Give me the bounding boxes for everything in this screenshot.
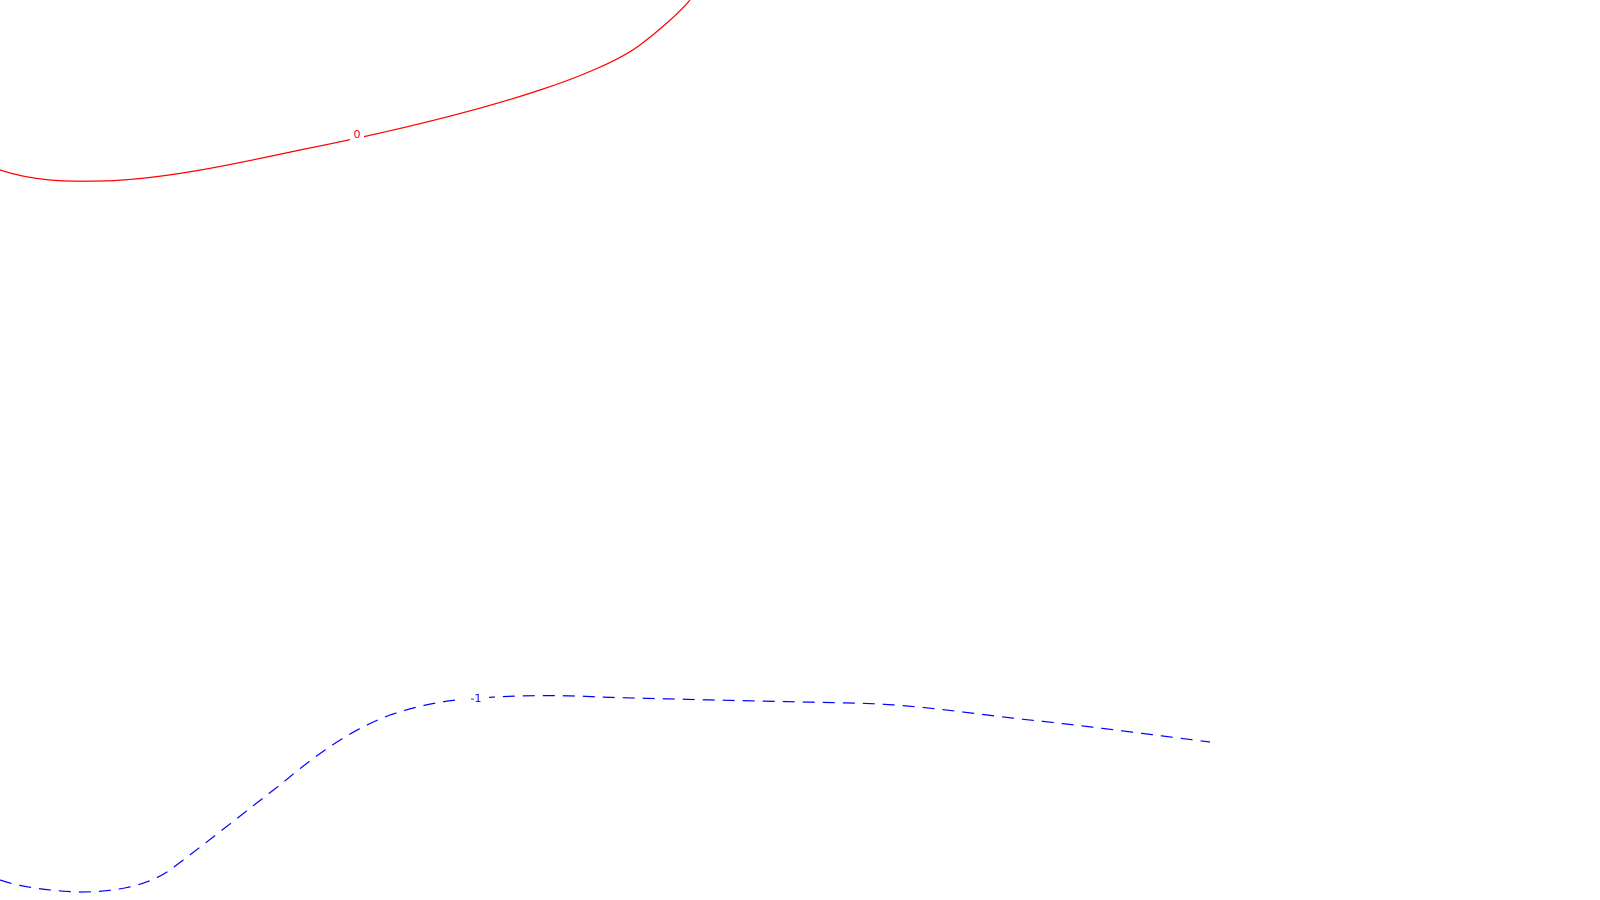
contour-label-zero-backdrop xyxy=(350,127,364,141)
contour-label-zero: 0 xyxy=(354,128,361,141)
contour-label-minus-one-backdrop xyxy=(463,690,489,704)
contour-line-zero xyxy=(0,0,691,182)
contour-label-minus-one: -1 xyxy=(471,692,482,705)
contour-line-minus-one xyxy=(0,695,1211,893)
